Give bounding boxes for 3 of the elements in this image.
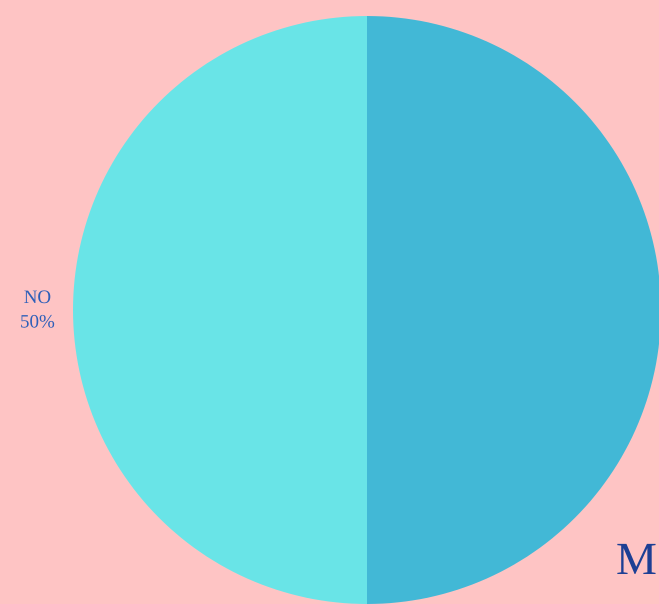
slice-label: NO — [24, 287, 52, 308]
text: M — [616, 533, 657, 584]
data-label: 50% — [20, 312, 55, 333]
